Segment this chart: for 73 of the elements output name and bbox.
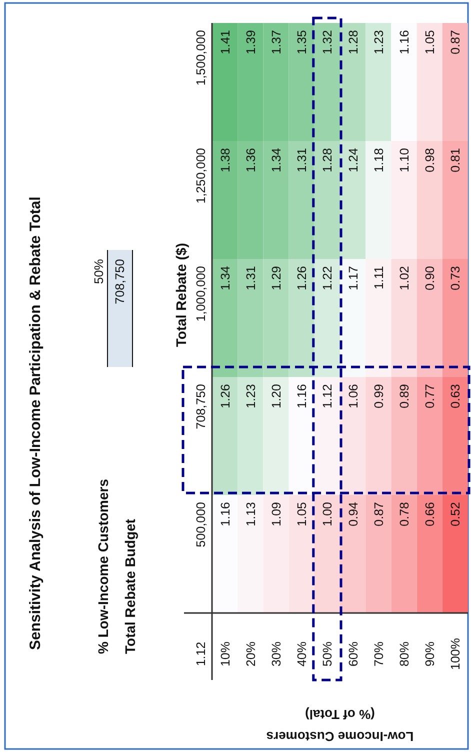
data-label: 1.06 [346, 384, 360, 408]
text: % Low-Income Customers [95, 478, 111, 654]
data-label: 0.66 [423, 502, 438, 526]
data-label: 1.20 [270, 384, 284, 408]
data-label: 0.81 [448, 148, 463, 172]
y-axis-title: Total Rebate ($) [173, 243, 189, 347]
data-label: 1.12 [320, 384, 335, 408]
x-tick-label: 10% [218, 641, 232, 667]
y-tick-label: 1,500,000 [194, 30, 208, 86]
x-tick-label: 60% [346, 641, 360, 667]
data-label: 1.16 [295, 384, 310, 408]
y-tick-label: 1,250,000 [194, 148, 208, 204]
data-label: 1.26 [218, 384, 232, 408]
data-label: 1.05 [423, 30, 438, 54]
text: Sensitivity Analysis of Low-Income Participation & Rebate Total [27, 196, 44, 650]
data-label: 1.34 [270, 148, 284, 172]
data-label: 1.09 [270, 502, 284, 526]
data-label: 1.28 [346, 30, 360, 54]
data-label: 1.41 [218, 30, 232, 54]
data-label: 0.87 [372, 502, 386, 526]
data-label: 0.77 [423, 384, 438, 408]
data-label: 0.78 [398, 502, 412, 526]
text: Total Rebate Budget [122, 518, 138, 654]
x-tick-label: 90% [423, 641, 438, 667]
text: 1.12 [194, 642, 208, 666]
data-label: 1.38 [218, 148, 232, 172]
data-label: 1.31 [295, 148, 310, 172]
x-tick-label: 80% [398, 641, 412, 667]
data-label: 1.11 [372, 266, 386, 290]
data-label: 0.87 [448, 30, 463, 54]
text: 708,750 [113, 258, 127, 304]
x-tick-label: 40% [295, 641, 310, 667]
x-tick-label: 70% [372, 641, 386, 667]
x-tick-label: 30% [270, 641, 284, 667]
data-label: 1.24 [346, 148, 360, 172]
data-label: 1.23 [244, 384, 258, 408]
y-tick-label: 1,000,000 [194, 266, 208, 322]
data-label: 1.26 [295, 266, 310, 290]
data-label: 0.98 [423, 148, 438, 172]
data-label: 1.16 [398, 30, 412, 54]
data-label: 1.32 [320, 30, 335, 54]
data-label: 0.89 [398, 384, 412, 408]
y-tick-label: 708,750 [194, 384, 208, 430]
data-label: 1.23 [372, 30, 386, 54]
x-tick-label: 100% [448, 638, 463, 670]
data-label: 1.29 [270, 266, 284, 290]
data-label: 1.16 [218, 502, 232, 526]
x-tick-label: 50% [320, 641, 335, 667]
text: 50% [92, 259, 106, 284]
data-label: 1.36 [244, 148, 258, 172]
data-label: 1.05 [295, 502, 310, 526]
data-label: 1.02 [398, 266, 412, 290]
data-label: 1.00 [320, 502, 335, 526]
data-label: 1.10 [398, 148, 412, 172]
data-label: 1.18 [372, 148, 386, 172]
x-tick-label: 20% [244, 641, 258, 667]
data-label: 1.39 [244, 30, 258, 54]
data-label: 0.90 [423, 266, 438, 290]
data-label: 1.28 [320, 148, 335, 172]
x-axis-title: Low-Income Customers (% of Total) [266, 707, 414, 744]
data-label: 0.52 [448, 502, 463, 526]
data-label: 1.34 [218, 266, 232, 290]
data-label: 1.17 [346, 266, 360, 290]
data-label: 1.31 [244, 266, 258, 290]
data-label: 0.99 [372, 384, 386, 408]
data-label: 1.13 [244, 502, 258, 526]
data-label: 0.63 [448, 384, 463, 408]
data-label: 0.94 [346, 502, 360, 526]
data-label: 1.35 [295, 30, 310, 54]
data-label: 1.37 [270, 30, 284, 54]
data-label: 0.73 [448, 266, 463, 290]
y-tick-label: 500,000 [194, 502, 208, 548]
data-label: 1.22 [320, 266, 335, 290]
